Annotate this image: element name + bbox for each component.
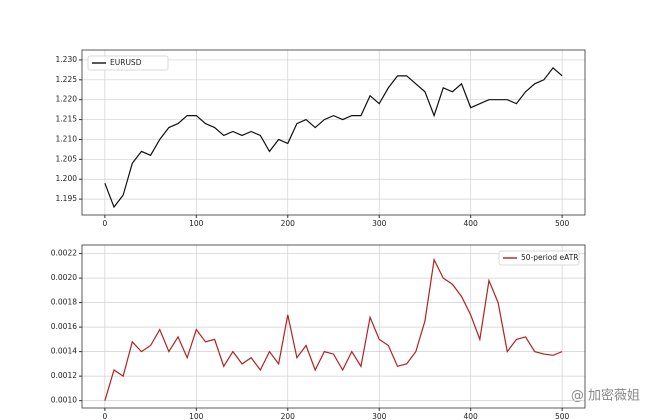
y-tick-label: 0.0014 — [51, 347, 77, 356]
data-line — [104, 257, 563, 401]
x-tick-label: 200 — [281, 219, 296, 228]
y-tick-label: 0.0018 — [51, 298, 77, 307]
x-tick-label: 300 — [372, 219, 387, 228]
legend-label: EURUSD — [110, 58, 142, 67]
legend-box — [498, 250, 580, 266]
y-tick-label: 0.0012 — [51, 371, 77, 380]
x-tick-label: 100 — [189, 219, 204, 228]
x-tick-label: 200 — [281, 412, 296, 420]
y-tick-label: 1.225 — [56, 75, 78, 84]
y-tick-label: 0.0010 — [51, 396, 77, 405]
y-tick-label: 0.0016 — [51, 322, 77, 331]
y-tick-label: 0.0020 — [51, 273, 77, 282]
y-tick-label: 1.220 — [56, 95, 78, 104]
x-tick-label: 500 — [555, 219, 570, 228]
legend-label: 50-period eATR — [521, 253, 578, 262]
x-tick-label: 0 — [102, 412, 107, 420]
y-tick-label: 1.195 — [56, 194, 78, 203]
x-tick-label: 400 — [464, 412, 479, 420]
watermark: @ 加密薇姐 — [571, 388, 640, 404]
plot-frame — [81, 49, 586, 216]
x-tick-label: 100 — [189, 412, 204, 420]
y-tick-label: 1.210 — [56, 134, 78, 143]
y-tick-label: 1.215 — [56, 115, 78, 124]
x-tick-label: 400 — [464, 219, 479, 228]
y-tick-label: 1.200 — [56, 174, 78, 183]
y-tick-label: 1.230 — [56, 55, 78, 64]
x-tick-label: 300 — [372, 412, 387, 420]
plot-frame — [81, 244, 586, 409]
x-tick-label: 0 — [102, 219, 107, 228]
data-line — [104, 67, 563, 209]
legend-box — [87, 55, 169, 71]
x-tick-label: 500 — [555, 412, 570, 420]
y-tick-label: 0.0022 — [51, 249, 77, 258]
y-tick-label: 1.205 — [56, 154, 78, 163]
